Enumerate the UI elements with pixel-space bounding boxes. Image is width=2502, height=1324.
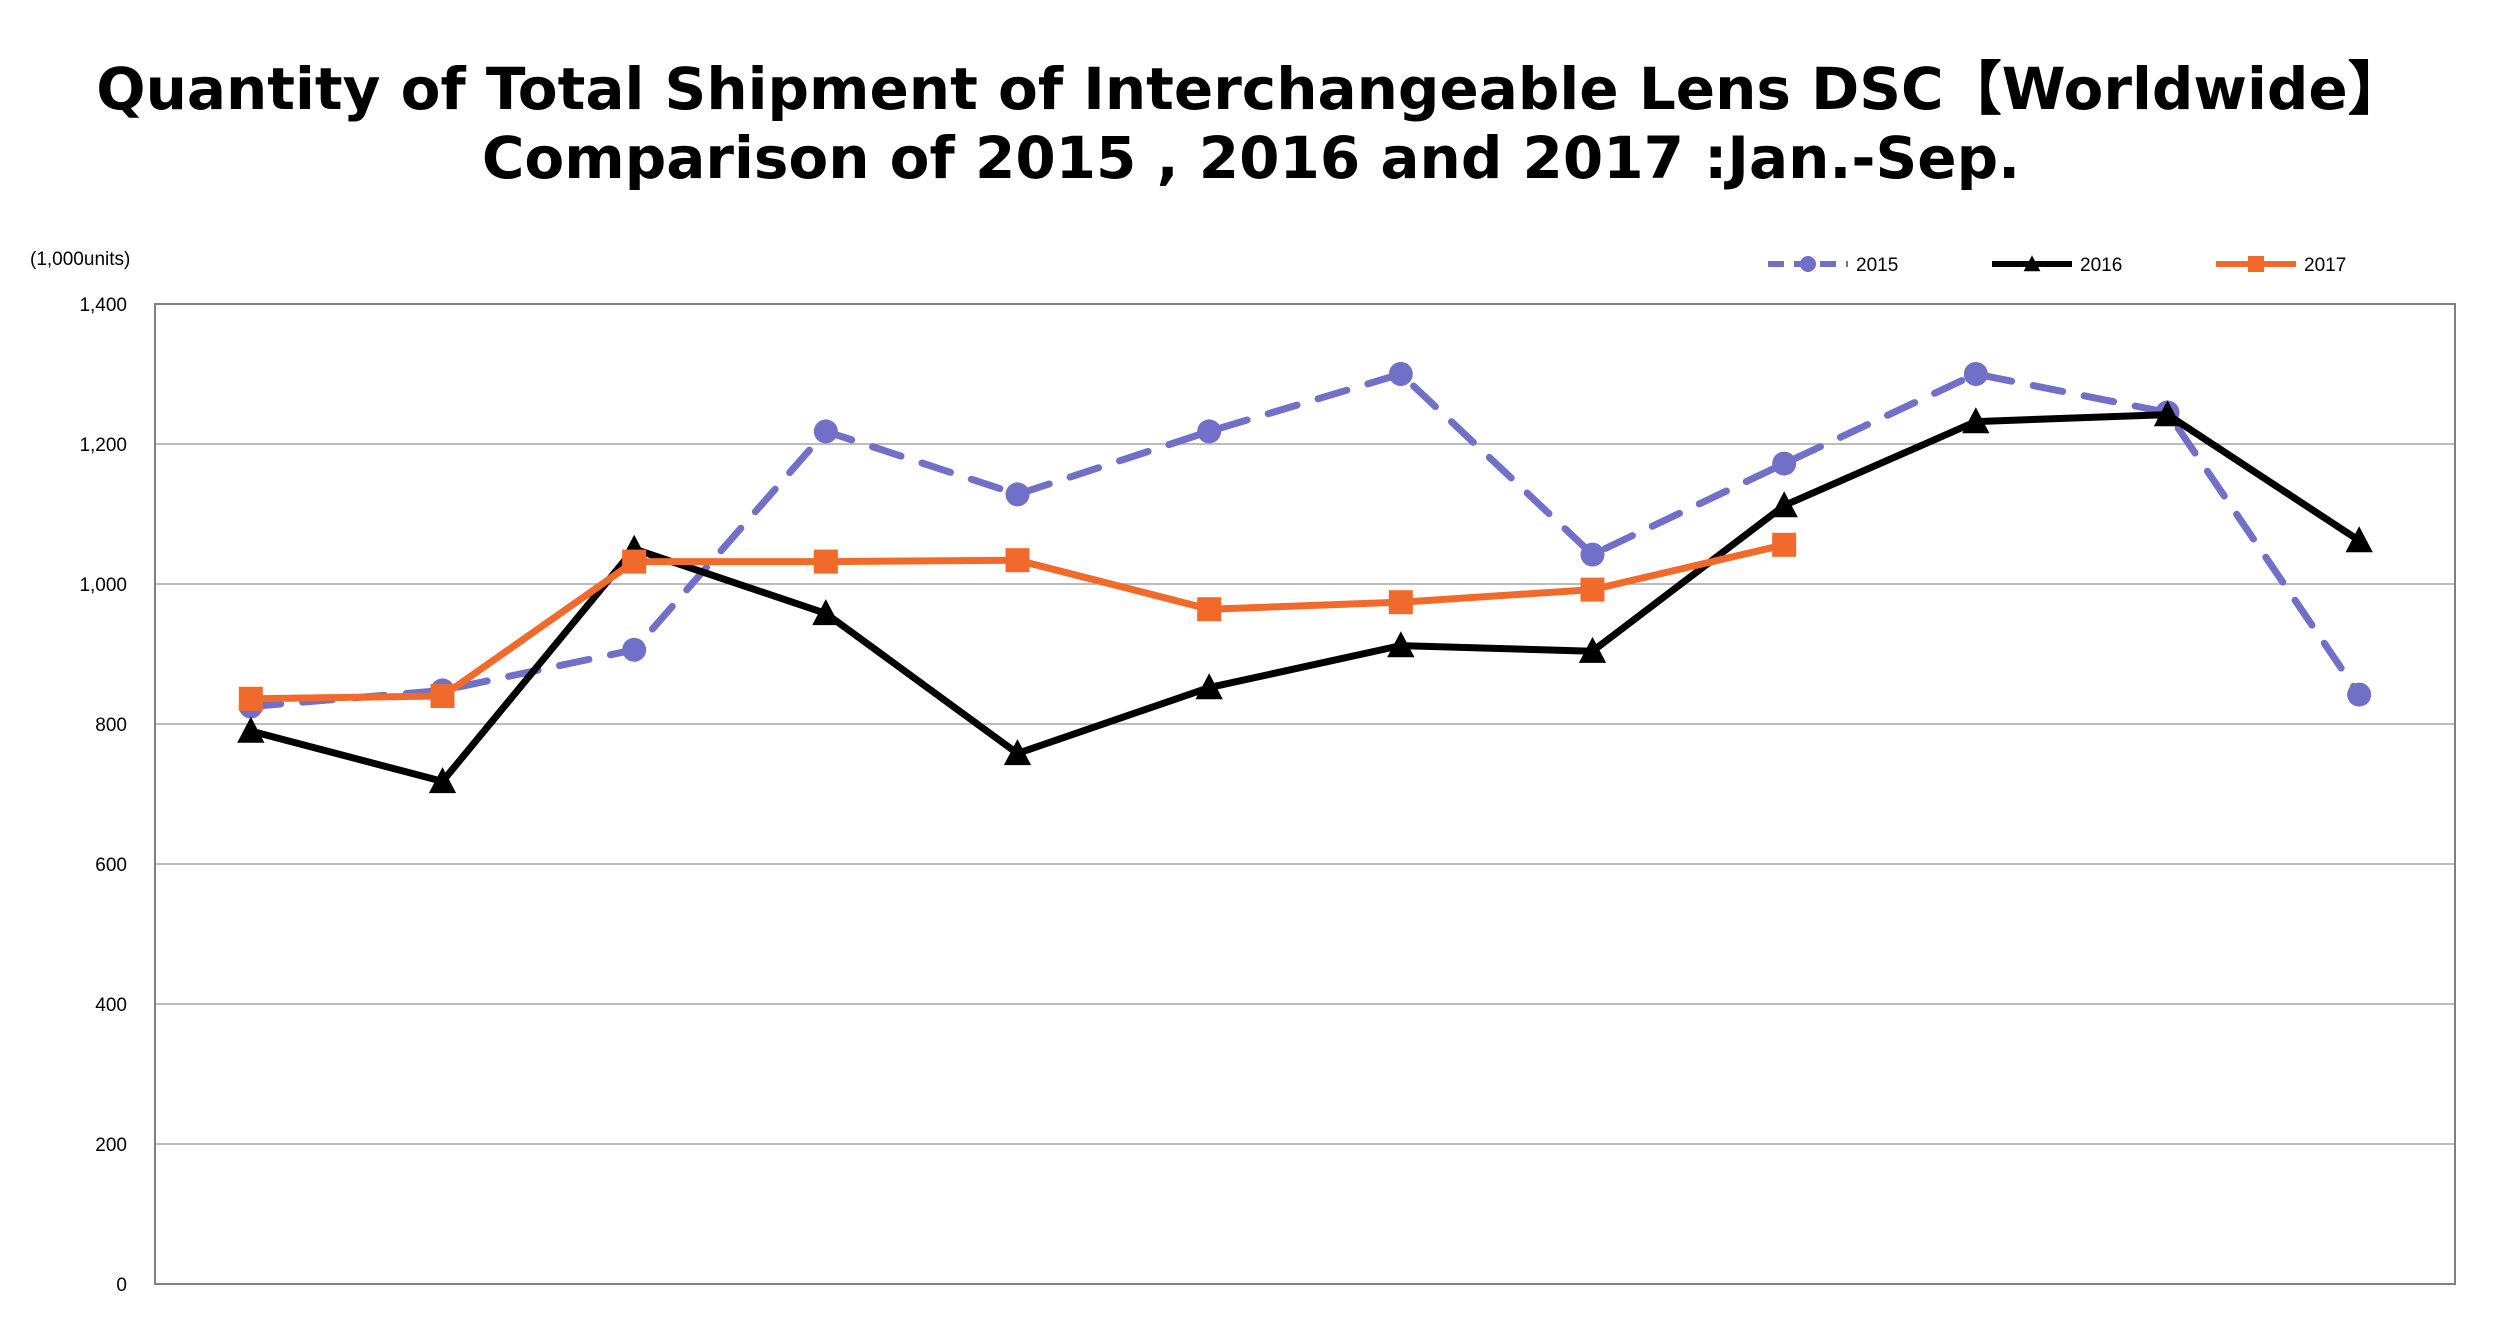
series-group [237,362,2373,794]
series-2015-point [1005,482,1030,507]
series-2016-point [1578,636,1607,663]
series-2017-point [1197,597,1222,622]
y-axis-unit-label: (1,000units) [30,249,130,270]
chart-subtitle: Comparison of 2015 , 2016 and 2017 :Jan.… [481,124,2021,192]
series-2016-point [1770,491,1798,518]
y-axis-ticks: 0 200 400 600 800 1,000 1,200 1,400 [79,295,127,1296]
series-2016-point [428,767,457,794]
series-2017-point [1580,577,1605,602]
series-2015-point [1580,542,1605,567]
legend-item-2016: 2016 [1992,255,2122,276]
series-line-2016 [249,411,2362,785]
legend-2017-point [2248,256,2264,272]
series-2016-point [2153,400,2182,427]
y-tick-label: 800 [95,715,127,736]
series-2015-point [622,637,647,662]
series-2016-point [1962,407,1990,434]
y-tick-label: 0 [116,1275,127,1296]
legend-2016-point [2023,255,2041,272]
legend: 2015 2016 2017 [1768,255,2346,276]
y-tick-label: 1,000 [79,575,127,596]
series-2015-point [813,419,838,444]
series-2017-point [1005,548,1030,573]
y-tick-label: 1,200 [79,435,127,456]
series-2015-point [1772,451,1797,476]
series-2016-point [1003,739,1032,766]
series-line-2015 [247,370,2363,710]
series-2017-point [1388,590,1413,615]
series-2017 [238,532,1797,711]
series-2016 [237,400,2373,794]
series-2017-point [238,686,263,711]
series-2017-point [813,549,838,574]
chart-title: Quantity of Total Shipment of Interchang… [96,55,2406,123]
legend-label: 2016 [2080,255,2122,276]
legend-label: 2017 [2304,255,2346,276]
series-2016-point [1387,631,1415,658]
legend-item-2017: 2017 [2216,255,2346,276]
series-2016-point [1195,673,1223,700]
y-tick-label: 400 [95,995,127,1016]
legend-item-2015: 2015 [1768,255,1898,276]
series-2017-point [622,549,647,574]
plot-area [154,303,2456,1285]
series-2016-point [237,716,265,743]
series-2015-point [1963,362,1988,386]
series-2016-point [2345,526,2373,553]
series-2015-point [1197,419,1222,444]
y-tick-label: 200 [95,1135,127,1156]
series-2015-point [1388,362,1413,386]
legend-2015-point [1800,256,1816,272]
y-tick-label: 1,400 [79,295,127,316]
y-tick-label: 600 [95,855,127,876]
legend-label: 2015 [1856,255,1898,276]
series-2015-point [2347,682,2372,707]
gridlines [155,443,2455,1145]
series-2016-point [812,599,840,626]
series-2017-point [1772,532,1797,557]
series-2017-point [430,684,455,708]
